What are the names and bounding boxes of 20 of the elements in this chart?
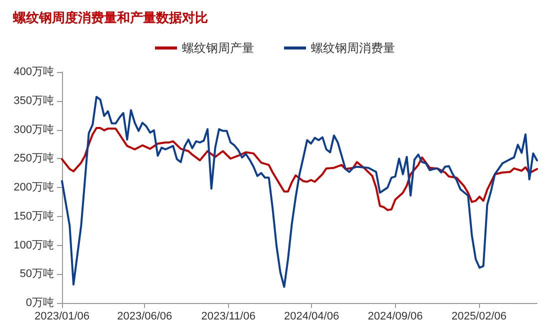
- y-tick-label: 250万吨: [14, 152, 54, 165]
- x-tick-label: 2023/01/06: [34, 310, 90, 322]
- y-tick-label: 300万吨: [14, 122, 54, 136]
- y-tick-label: 400万吨: [14, 65, 54, 78]
- legend-label: 螺纹钢周消费量: [311, 41, 395, 55]
- y-tick-label: 0万吨: [26, 296, 54, 309]
- y-tick-label: 100万吨: [14, 238, 54, 252]
- x-tick-label: 2025/02/06: [451, 310, 507, 322]
- x-tick-label: 2024/04/06: [284, 310, 340, 322]
- y-tick-label: 350万吨: [14, 94, 54, 107]
- line-series: [61, 96, 538, 288]
- line-series: [61, 127, 538, 212]
- y-tick-label: 150万吨: [14, 209, 54, 222]
- x-tick-label: 2023/06/06: [117, 310, 172, 322]
- legend-label: 螺纹钢周产量: [182, 41, 254, 55]
- y-tick-label: 200万吨: [14, 180, 54, 194]
- chart-title: 螺纹钢周度消费量和产量数据对比: [12, 10, 208, 25]
- x-tick-label: 2024/09/06: [368, 310, 423, 322]
- x-tick-label: 2023/11/06: [201, 310, 256, 322]
- y-tick-label: 50万吨: [20, 267, 54, 280]
